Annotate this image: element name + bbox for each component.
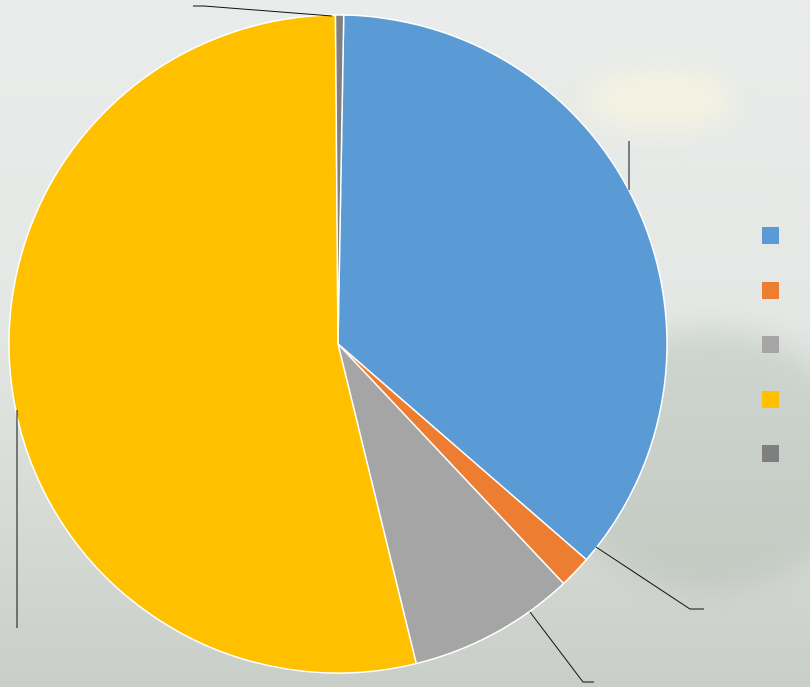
- pie-slice-4: [8, 14, 418, 674]
- background-light-glow: [585, 70, 735, 130]
- leader-line-slice-2: [595, 546, 704, 610]
- legend-swatch-3: [762, 336, 779, 353]
- pie-slice-5: [334, 14, 345, 345]
- leader-line-slice-5: [193, 5, 333, 17]
- pie-slice-3: [336, 341, 565, 665]
- legend-swatch-2: [762, 281, 779, 299]
- leader-lines: [16, 5, 704, 683]
- legend-swatch-1: [762, 227, 779, 244]
- leader-line-slice-3: [529, 611, 594, 683]
- pie-slices: [8, 14, 668, 674]
- pie-slice-1: [337, 14, 668, 561]
- legend-swatch-4: [762, 390, 779, 408]
- legend-swatch-5: [762, 445, 779, 462]
